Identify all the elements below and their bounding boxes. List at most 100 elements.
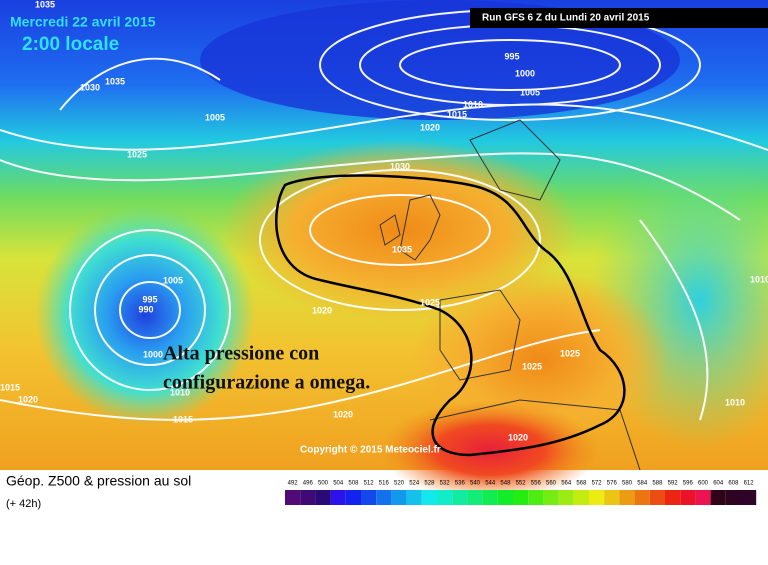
annotation: Alta pressione con — [163, 343, 319, 365]
isobar-label: 1020 — [508, 432, 528, 442]
copyright: Copyright © 2015 Meteociel.fr — [300, 445, 441, 456]
scale-label: 548 — [500, 481, 511, 487]
scale-label: 492 — [288, 481, 299, 487]
scale-label: 576 — [607, 481, 618, 487]
scale-label: 508 — [348, 481, 359, 487]
scale-swatch — [361, 490, 377, 505]
run-info: Run GFS 6 Z du Lundi 20 avril 2015 — [482, 13, 650, 24]
scale-swatch — [437, 490, 453, 505]
isobar-label: 1010 — [750, 274, 768, 284]
scale-swatch — [528, 490, 544, 505]
omega-contour — [275, 174, 626, 457]
isobar-label: 1000 — [515, 68, 535, 78]
scale-label: 580 — [622, 481, 633, 487]
scale-swatch — [604, 490, 620, 505]
scale-label: 572 — [592, 481, 603, 487]
scale-label: 568 — [576, 481, 587, 487]
isobar-label: 1030 — [390, 161, 410, 171]
isobar-label: 995 — [142, 294, 157, 304]
scale-swatch — [665, 490, 681, 505]
scale-swatch — [710, 490, 726, 505]
scale-label: 556 — [531, 481, 542, 487]
scale-label: 512 — [364, 481, 375, 487]
scale-label: 520 — [394, 481, 405, 487]
isobar-label: 1020 — [18, 394, 38, 404]
isobar-label: 1025 — [560, 348, 580, 358]
coastlines — [379, 119, 641, 471]
color-scale: 492 496 500 504 508 512 516 520 524 528 532 536 540 5… — [285, 481, 757, 505]
scale-label: 596 — [683, 481, 694, 487]
scale-swatch — [452, 490, 468, 505]
footer-subtitle: (+ 42h) — [6, 498, 41, 510]
scale-label: 504 — [333, 481, 344, 487]
scale-swatch — [634, 490, 650, 505]
isobar-label: 1035 — [105, 76, 125, 86]
scale-swatch — [649, 490, 665, 505]
run-box — [470, 8, 768, 28]
scale-swatch — [589, 490, 605, 505]
isobar-label: 1025 — [420, 297, 440, 307]
scale-swatch — [376, 490, 392, 505]
annotation: configurazione a omega. — [163, 372, 370, 394]
scale-swatch — [300, 490, 316, 505]
isobar-label: 1035 — [35, 0, 55, 9]
map-background — [0, 0, 768, 500]
scale-label: 536 — [455, 481, 466, 487]
scale-label: 544 — [485, 481, 496, 487]
isobar-label: 1015 — [0, 382, 20, 392]
scale-label: 560 — [546, 481, 557, 487]
scale-swatch — [573, 490, 589, 505]
scale-label: 592 — [668, 481, 679, 487]
isobar-label: 995 — [504, 51, 519, 61]
scale-swatch — [543, 490, 559, 505]
scale-swatch — [285, 490, 301, 505]
scale-swatch — [406, 490, 422, 505]
scale-swatch — [695, 490, 711, 505]
scale-label: 496 — [303, 481, 314, 487]
scale-label: 528 — [424, 481, 435, 487]
isobar-label: 1020 — [420, 122, 440, 132]
scale-swatch — [315, 490, 331, 505]
scale-label: 552 — [516, 481, 527, 487]
isobar-label: 1025 — [522, 361, 542, 371]
isobar-label: 1010 — [170, 387, 190, 397]
isobar-label: 1000 — [143, 349, 163, 359]
isobar-label: 1020 — [333, 409, 353, 419]
isobar-label: 1005 — [520, 87, 540, 97]
scale-swatch — [497, 490, 513, 505]
isobar-label: 1005 — [163, 275, 183, 285]
isobar-label: 1035 — [392, 244, 412, 254]
isobar-label: 1025 — [127, 149, 147, 159]
scale-label: 584 — [637, 481, 648, 487]
scale-swatch — [391, 490, 407, 505]
isobar-label: 1005 — [205, 112, 225, 122]
scale-label: 524 — [409, 481, 420, 487]
scale-swatch — [345, 490, 361, 505]
scale-swatch — [482, 490, 498, 505]
isobar-label: 1015 — [173, 414, 193, 424]
scale-label: 608 — [728, 481, 739, 487]
scale-swatch — [680, 490, 696, 505]
forecast-date: Mercredi 22 avril 2015 — [10, 14, 156, 30]
scale-label: 600 — [698, 481, 709, 487]
scale-label: 516 — [379, 481, 390, 487]
scale-swatch — [513, 490, 529, 505]
scale-swatch — [558, 490, 574, 505]
scale-label: 500 — [318, 481, 329, 487]
local-time: 2:00 locale — [22, 34, 119, 55]
isobar-label: 1010 — [463, 99, 483, 109]
scale-swatch — [421, 490, 437, 505]
scale-swatch — [619, 490, 635, 505]
scale-swatch — [330, 490, 346, 505]
scale-swatch — [467, 490, 483, 505]
scale-swatch — [741, 490, 757, 505]
isobar-label: 1030 — [80, 82, 100, 92]
scale-label: 564 — [561, 481, 572, 487]
scale-label: 612 — [744, 481, 755, 487]
scale-label: 588 — [652, 481, 663, 487]
scale-swatch — [725, 490, 741, 505]
isobar-label: 1010 — [725, 397, 745, 407]
isobar-label: 1020 — [312, 305, 332, 315]
isobar-label: 1015 — [447, 109, 467, 119]
